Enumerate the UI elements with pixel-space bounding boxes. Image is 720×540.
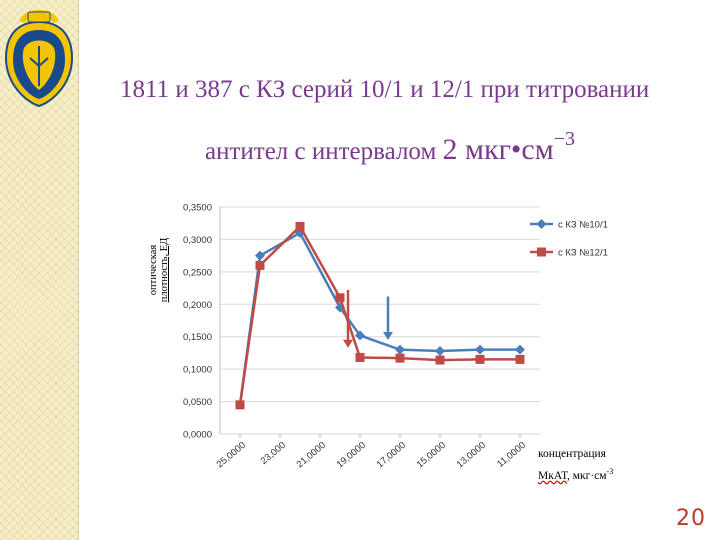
data-point-series2 [295, 221, 305, 231]
data-point-series2 [395, 353, 405, 363]
page-number: 20 [676, 506, 706, 531]
data-point-series2 [235, 400, 245, 410]
chart-annotations [343, 290, 393, 348]
data-point-series2 [435, 355, 445, 365]
x-axis-label-exp: -3 [606, 467, 614, 476]
y-tick-label: 0,1500 [183, 332, 212, 343]
x-tick-label: 19,0000 [335, 440, 368, 471]
data-point-series2 [335, 293, 345, 303]
data-point-series2 [255, 260, 265, 270]
x-axis-label-unit: , мкг·см [566, 469, 607, 482]
y-tick-label: 0,3500 [183, 203, 212, 214]
data-point-series1 [355, 330, 365, 341]
x-axis-label: концентрация МкАТ, мкг·см-3 [538, 446, 613, 485]
x-axis-label-line-1: концентрация [538, 448, 606, 460]
x-tick-label: 13,0000 [455, 440, 488, 471]
data-point-series1 [255, 250, 265, 261]
x-tick-label: 17,0000 [375, 440, 408, 471]
y-axis-ticks: 0,0000 0,0500 0,1000 0,1500 0,2000 0,2500 0,30… [183, 203, 212, 441]
data-point-series2 [515, 354, 525, 364]
data-point-series1 [515, 344, 525, 355]
data-point-series1 [435, 345, 445, 356]
legend-label: с КЗ №10/1 [558, 220, 608, 231]
x-tick-label: 23,000 [259, 440, 288, 467]
legend-marker [537, 247, 546, 257]
data-point-series2 [475, 354, 485, 364]
y-tick-label: 0,1000 [183, 365, 212, 376]
slide-title-line-1: 1811 и 387 с КЗ серий 10/1 и 12/1 при ти… [120, 76, 650, 103]
data-point-series2 [355, 352, 365, 362]
legend-label: с КЗ №12/1 [558, 248, 608, 259]
series-line [238, 231, 520, 405]
y-tick-label: 0,3000 [183, 235, 212, 246]
annotation-arrow-head [343, 339, 353, 348]
y-tick-label: 0,0000 [183, 430, 212, 441]
title-unit: 2 мкг•см [442, 133, 554, 166]
x-axis-ticks: 25,0000 23,000 21,0000 19,0000 17,0000 15,000… [215, 434, 528, 470]
slide-title-line-2: антител с интервалом 2 мкг•см−3 [205, 128, 575, 167]
title-unit-exponent: −3 [553, 128, 575, 150]
x-axis-label-mkat: МкАТ [538, 469, 567, 482]
title-text: антител с интервалом [205, 138, 443, 165]
y-tick-label: 0,0500 [183, 397, 212, 408]
legend-marker [536, 219, 547, 229]
y-tick-label: 0,2500 [183, 267, 212, 278]
annotation-arrow-head [383, 331, 393, 340]
data-point-series1 [395, 344, 405, 355]
x-tick-label: 11,0000 [495, 440, 528, 470]
x-tick-label: 25,0000 [215, 440, 248, 471]
chart-gridlines [219, 206, 540, 435]
x-axis-label-line-2: МкАТ, мкг·см-3 [538, 463, 613, 485]
chart-series [235, 221, 525, 410]
x-tick-label: 15,0000 [415, 440, 448, 471]
side-strip-border [78, 0, 79, 540]
y-tick-label: 0,2000 [183, 300, 212, 311]
x-tick-label: 21,0000 [295, 440, 328, 471]
data-point-series1 [475, 344, 485, 355]
emblem-logo [4, 10, 74, 108]
series-line [238, 224, 520, 405]
chart-legend: с КЗ №10/1 с КЗ №12/1 [530, 219, 608, 259]
